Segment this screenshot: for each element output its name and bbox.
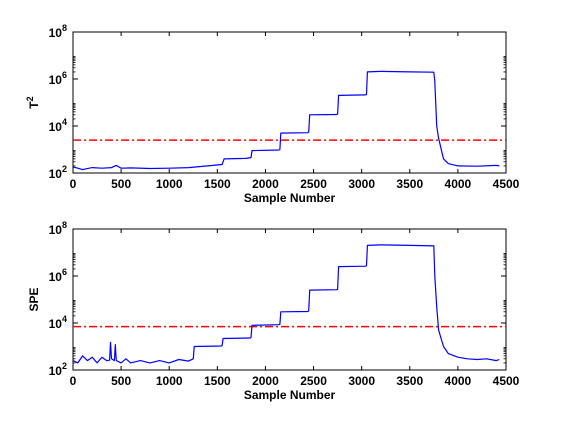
spe-y-tick-exp: 6 — [62, 267, 67, 277]
spe-y-tick-label: 102 — [49, 361, 67, 378]
t2-y-axis-label-main: T — [27, 101, 41, 109]
spe-y-axis-label: SPE — [27, 287, 41, 311]
t2-x-tick-label: 3000 — [348, 177, 375, 191]
t2-x-tick-label: 4500 — [493, 177, 520, 191]
t2-y-axis-label-sup: 2 — [25, 96, 35, 101]
spe-x-tick-label: 3500 — [396, 374, 423, 388]
spe-x-tick-label: 0 — [70, 374, 77, 388]
t2-y-tick-base: 10 — [49, 26, 63, 40]
spe-y-tick-base: 10 — [49, 317, 63, 331]
t2-x-tick-label: 3500 — [396, 177, 423, 191]
t2-x-ticks: 0 500 1000 1500 2000 2500 3000 3500 4000 4500 — [70, 32, 520, 191]
t2-panel: 0 500 1000 1500 2000 2500 3000 3500 4000 4500 102… — [25, 23, 520, 205]
t2-x-tick-label: 500 — [111, 177, 131, 191]
spe-panel: 0 500 1000 1500 2000 2500 3000 3500 4000 4500 102… — [27, 220, 520, 402]
t2-y-tick-exp: 4 — [62, 117, 67, 127]
spe-y-tick-exp: 2 — [62, 361, 67, 371]
spe-y-tick-base: 10 — [49, 223, 63, 237]
spe-x-tick-label: 500 — [111, 374, 131, 388]
t2-x-tick-label: 1500 — [204, 177, 231, 191]
t2-x-tick-label: 0 — [70, 177, 77, 191]
t2-y-tick-exp: 2 — [62, 164, 67, 174]
spe-y-tick-label: 106 — [49, 267, 67, 284]
t2-x-axis-label: Sample Number — [244, 191, 336, 205]
t2-y-tick-label: 102 — [49, 164, 67, 181]
spe-x-tick-label: 4000 — [445, 374, 472, 388]
spe-x-tick-label: 1500 — [204, 374, 231, 388]
t2-y-tick-label: 104 — [49, 117, 67, 134]
spe-y-tick-exp: 8 — [62, 220, 67, 230]
spe-y-tick-label: 108 — [49, 220, 67, 237]
spe-y-tick-base: 10 — [49, 364, 63, 378]
spe-x-ticks: 0 500 1000 1500 2000 2500 3000 3500 4000 4500 — [70, 229, 520, 388]
t2-y-axis-label: T2 — [25, 96, 41, 108]
t2-y-tick-base: 10 — [49, 120, 63, 134]
t2-x-tick-label: 4000 — [445, 177, 472, 191]
t2-y-tick-exp: 6 — [62, 70, 67, 80]
t2-y-tick-label: 106 — [49, 70, 67, 87]
spe-x-tick-label: 2000 — [252, 374, 279, 388]
spe-y-tick-label: 104 — [49, 314, 67, 331]
spe-x-axis-label: Sample Number — [244, 388, 336, 402]
t2-y-tick-exp: 8 — [62, 23, 67, 33]
spe-x-tick-label: 3000 — [348, 374, 375, 388]
t2-axes-box — [72, 31, 507, 174]
spe-y-tick-exp: 4 — [62, 314, 67, 324]
t2-x-tick-label: 1000 — [156, 177, 183, 191]
t2-series-line — [72, 70, 500, 171]
spe-series-line — [72, 244, 500, 364]
t2-x-tick-label: 2000 — [252, 177, 279, 191]
spe-y-tick-base: 10 — [49, 270, 63, 284]
spe-axes-box — [72, 228, 507, 371]
t2-y-tick-label: 108 — [49, 23, 67, 40]
t2-y-tick-base: 10 — [49, 73, 63, 87]
t2-y-tick-base: 10 — [49, 167, 63, 181]
spe-x-tick-label: 1000 — [156, 374, 183, 388]
t2-x-tick-label: 2500 — [300, 177, 327, 191]
spe-x-tick-label: 4500 — [493, 374, 520, 388]
spe-x-tick-label: 2500 — [300, 374, 327, 388]
